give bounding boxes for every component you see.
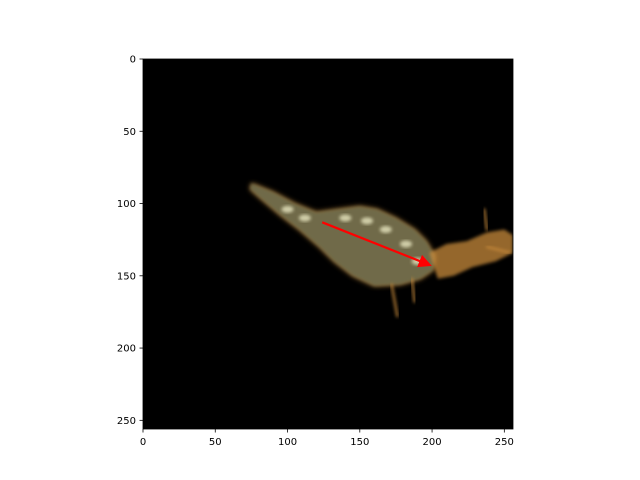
cell-protrusion (485, 245, 512, 254)
cell-protrusion (390, 283, 399, 318)
x-tick-label: 100 (278, 437, 297, 448)
y-tick-label: 100 (117, 199, 136, 210)
y-tick-label: 0 (130, 55, 136, 66)
cell-image (250, 183, 513, 318)
y-axis: 0 50 100 150 200 250 (117, 55, 143, 427)
arrow (321, 221, 432, 268)
cell-protrusion (483, 208, 488, 231)
cell-highlight (339, 214, 352, 222)
cell-highlight (379, 226, 392, 234)
cell-protrusions (358, 208, 512, 318)
cell-tail (429, 229, 513, 279)
x-tick-label: 150 (350, 437, 369, 448)
x-axis: 0 50 100 150 200 250 (140, 429, 514, 448)
cell-body (250, 183, 435, 286)
x-tick-label: 50 (209, 437, 222, 448)
cell-highlight (361, 217, 374, 225)
y-tick-label: 250 (117, 416, 136, 427)
cell-highlight (281, 205, 294, 213)
cell-highlight (298, 214, 311, 222)
axes-frame (142, 58, 514, 430)
cell-protrusion (410, 277, 416, 303)
x-tick-label: 250 (495, 437, 514, 448)
x-tick-label: 200 (423, 437, 442, 448)
y-tick-label: 50 (123, 127, 136, 138)
x-tick-label: 0 (140, 437, 146, 448)
y-tick-label: 200 (117, 344, 136, 355)
cell-highlight (400, 240, 413, 248)
y-tick-label: 150 (117, 271, 136, 282)
